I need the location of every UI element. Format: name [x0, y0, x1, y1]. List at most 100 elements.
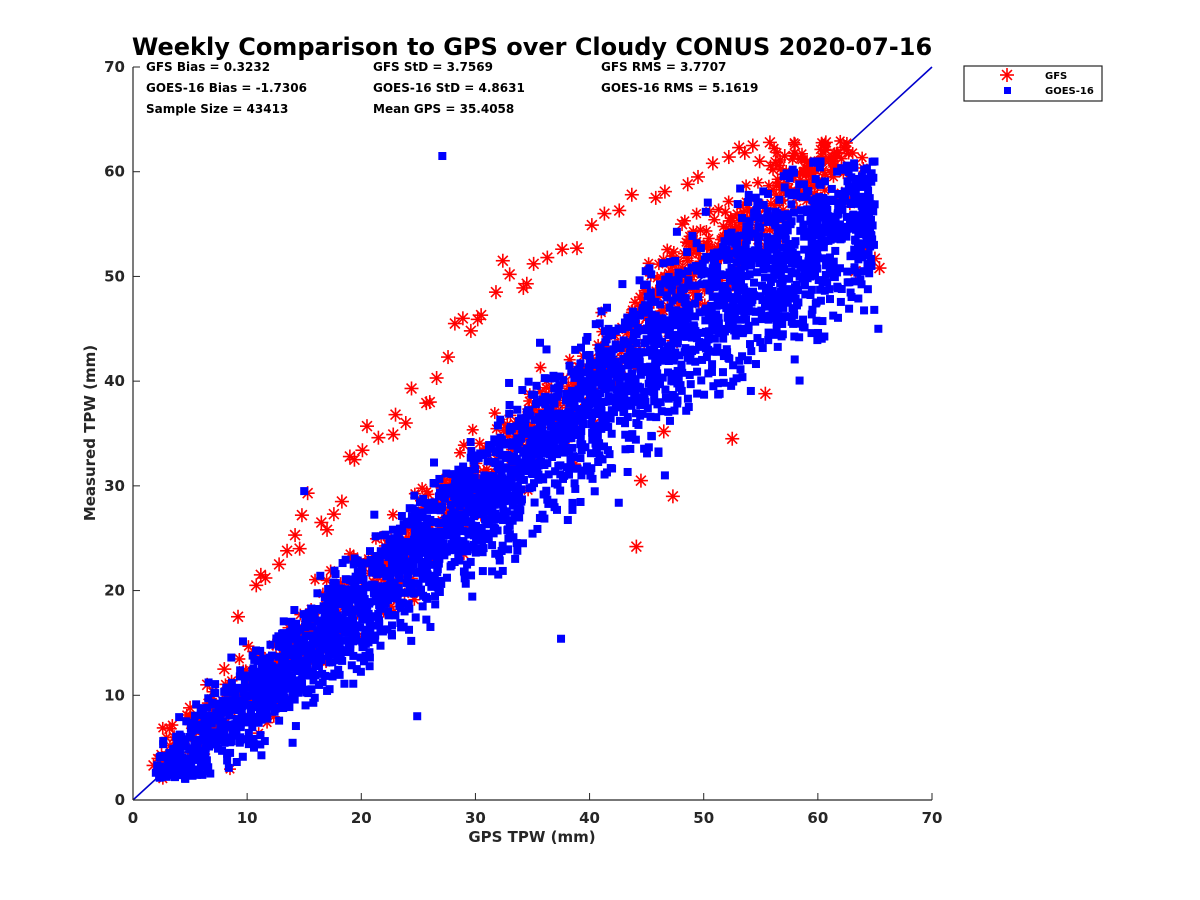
- goes16-point: [755, 307, 764, 316]
- goes16-point: [822, 261, 831, 270]
- goes16-point: [276, 693, 285, 702]
- goes16-point: [813, 336, 822, 345]
- goes16-point: [288, 623, 297, 632]
- goes16-point: [731, 280, 740, 289]
- goes16-point: [742, 294, 751, 303]
- goes16-point: [231, 699, 240, 708]
- goes16-point: [517, 458, 526, 467]
- goes16-point: [784, 247, 793, 256]
- goes16-point: [643, 449, 652, 458]
- goes16-point: [181, 774, 190, 783]
- goes16-point: [412, 520, 421, 529]
- goes16-point: [556, 470, 565, 479]
- goes16-point: [712, 292, 721, 301]
- goes16-point: [260, 737, 269, 746]
- goes16-point: [789, 208, 798, 217]
- goes16-point: [805, 262, 814, 271]
- goes16-point: [305, 654, 314, 663]
- goes16-point: [778, 293, 787, 302]
- x-tick-label: 40: [579, 809, 600, 827]
- goes16-point: [530, 498, 539, 507]
- gfs-point: [441, 350, 456, 365]
- goes16-point: [571, 387, 580, 396]
- stat-text: GOES-16 StD = 4.8631: [373, 81, 525, 95]
- goes16-point: [504, 534, 513, 543]
- goes16-point: [466, 438, 475, 447]
- goes16-point: [430, 498, 439, 507]
- goes16-point: [227, 678, 236, 687]
- goes16-point: [497, 546, 506, 555]
- goes16-point: [471, 521, 480, 530]
- goes16-point: [190, 740, 199, 749]
- goes16-point: [162, 772, 171, 781]
- goes16-point: [427, 582, 436, 591]
- goes16-point: [870, 305, 879, 314]
- goes16-point: [683, 394, 692, 403]
- goes16-point: [478, 548, 487, 557]
- goes16-point: [164, 756, 173, 765]
- goes16-point: [281, 649, 290, 658]
- goes16-point: [530, 445, 539, 454]
- goes16-point: [550, 479, 559, 488]
- goes16-point: [732, 374, 741, 383]
- goes16-point: [271, 703, 280, 712]
- goes16-point: [503, 450, 512, 459]
- goes16-point: [403, 588, 412, 597]
- goes16-point: [560, 421, 569, 430]
- goes16-point: [833, 268, 842, 277]
- goes16-point: [189, 718, 198, 727]
- axes: [132, 67, 932, 801]
- goes16-point: [501, 463, 510, 472]
- goes16-point: [185, 745, 194, 754]
- goes16-point: [649, 321, 658, 330]
- goes16-point: [772, 325, 781, 334]
- goes16-point: [756, 338, 765, 347]
- goes16-point: [605, 369, 614, 378]
- goes16-point: [702, 353, 711, 362]
- goes16-point: [693, 367, 702, 376]
- goes16-point: [176, 741, 185, 750]
- goes16-point: [259, 691, 268, 700]
- goes16-point: [661, 393, 670, 402]
- goes16-point: [335, 625, 344, 634]
- goes16-point: [820, 286, 829, 295]
- goes16-point: [492, 499, 501, 508]
- goes16-point: [835, 203, 844, 212]
- goes16-point: [330, 566, 339, 575]
- goes16-point: [308, 667, 317, 676]
- goes16-point: [630, 311, 639, 320]
- goes16-point: [334, 634, 343, 643]
- goes16-point: [695, 308, 704, 317]
- goes16-point: [418, 535, 427, 544]
- goes16-point: [673, 339, 682, 348]
- goes16-point: [527, 455, 536, 464]
- goes16-point: [480, 471, 489, 480]
- goes16-point: [204, 732, 213, 741]
- goes16-point: [348, 617, 357, 626]
- goes16-point: [842, 161, 851, 170]
- goes16-point: [834, 209, 843, 218]
- goes16-point: [671, 256, 680, 265]
- goes16-point: [837, 164, 846, 173]
- goes16-point: [833, 284, 842, 293]
- goes16-point: [744, 261, 753, 270]
- goes16-point: [740, 286, 749, 295]
- goes16-point: [857, 172, 866, 181]
- goes16-point: [667, 355, 676, 364]
- goes16-point: [611, 403, 620, 412]
- goes16-point: [315, 680, 324, 689]
- goes16-point: [455, 539, 464, 548]
- goes16-point: [641, 267, 650, 276]
- goes16-point: [287, 673, 296, 682]
- goes16-point: [827, 224, 836, 233]
- goes16-point: [319, 641, 328, 650]
- goes16-point: [784, 239, 793, 248]
- goes16-point: [464, 486, 473, 495]
- goes16-point: [515, 464, 524, 473]
- goes16-point: [727, 237, 736, 246]
- goes16-point: [623, 413, 632, 422]
- goes16-point: [616, 344, 625, 353]
- goes16-point: [864, 186, 873, 195]
- goes16-point: [809, 260, 818, 269]
- gfs-point: [762, 135, 777, 150]
